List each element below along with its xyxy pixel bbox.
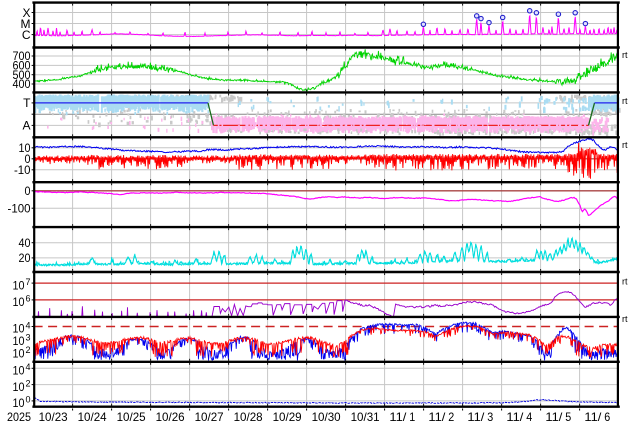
svg-text:4: 4 [526,410,532,424]
svg-text:4: 4 [26,362,31,372]
svg-text:C: C [22,28,31,42]
svg-text:11/: 11/ [506,410,524,424]
svg-text:X: X [22,6,30,20]
svg-text:rt: rt [622,140,628,150]
svg-text:2: 2 [26,378,31,388]
svg-text:10: 10 [13,366,25,378]
svg-text:10/23: 10/23 [39,410,68,424]
svg-text:10: 10 [13,336,25,348]
svg-text:11/: 11/ [389,410,407,424]
svg-text:6: 6 [604,410,610,424]
svg-text:10/26: 10/26 [156,410,185,424]
svg-text:11/: 11/ [545,410,563,424]
svg-text:11/: 11/ [467,410,485,424]
svg-text:7: 7 [26,277,31,287]
svg-text:0: 0 [26,395,31,405]
svg-text:400: 400 [13,79,31,91]
svg-text:10/28: 10/28 [234,410,263,424]
svg-text:600: 600 [13,61,31,73]
svg-text:11/: 11/ [428,410,446,424]
svg-text:3: 3 [26,333,31,343]
svg-text:rt: rt [622,314,628,324]
svg-text:10: 10 [13,297,25,309]
svg-text:2: 2 [26,345,31,355]
svg-text:10/30: 10/30 [312,410,341,424]
svg-text:10: 10 [13,382,25,394]
svg-text:1: 1 [409,410,415,424]
svg-text:rt: rt [622,50,628,60]
svg-text:700: 700 [13,51,31,63]
svg-text:10/24: 10/24 [78,410,107,424]
svg-text:2025: 2025 [7,410,31,424]
svg-text:10/29: 10/29 [273,410,302,424]
svg-text:10: 10 [13,348,25,360]
svg-text:20: 20 [19,253,31,265]
svg-text:10/27: 10/27 [195,410,224,424]
svg-text:M: M [21,17,31,31]
svg-text:rt: rt [622,277,628,287]
svg-text:A: A [22,119,30,133]
svg-text:4: 4 [26,320,31,330]
svg-text:11/: 11/ [584,410,602,424]
svg-text:0: 0 [25,154,31,166]
svg-text:10: 10 [19,143,31,155]
svg-text:3: 3 [487,410,493,424]
svg-text:-10: -10 [14,165,31,177]
svg-text:10: 10 [13,280,25,292]
svg-text:500: 500 [13,70,31,82]
svg-text:rt: rt [622,96,628,106]
svg-text:10/31: 10/31 [351,410,380,424]
svg-text:T: T [23,96,31,110]
svg-text:-100: -100 [8,203,31,215]
svg-text:6: 6 [26,294,31,304]
svg-text:10: 10 [13,398,25,410]
svg-text:5: 5 [565,410,571,424]
svg-text:10: 10 [13,324,25,336]
svg-text:10/25: 10/25 [117,410,146,424]
svg-text:0: 0 [25,186,31,198]
svg-text:40: 40 [19,238,31,250]
svg-text:2: 2 [448,410,454,424]
